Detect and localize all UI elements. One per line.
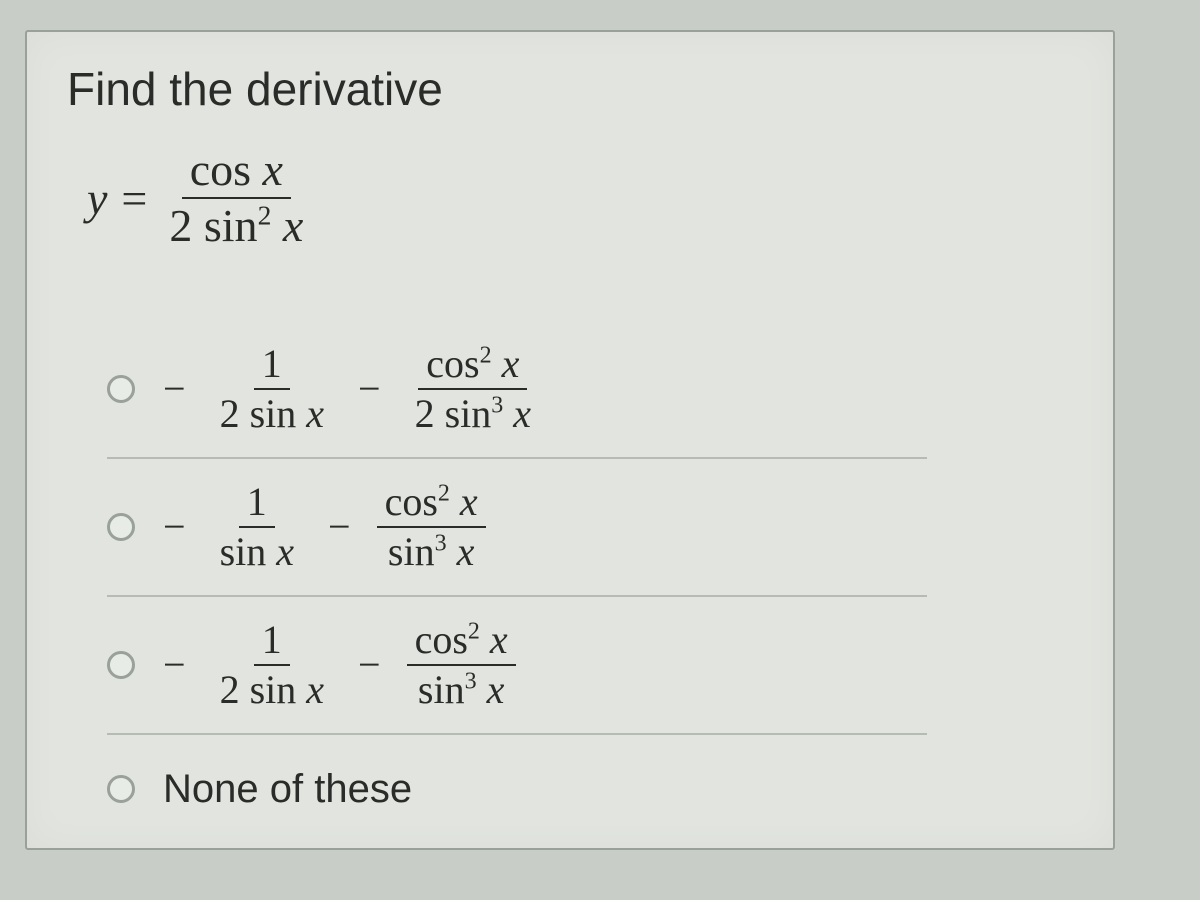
t2-den-fn: sin xyxy=(418,667,465,712)
t2-num-exp: 2 xyxy=(468,618,480,644)
t2-den-var: x xyxy=(513,391,531,436)
option-row[interactable]: − 1 2 sin x − cos2 x 2 xyxy=(107,321,927,459)
option-row[interactable]: None of these xyxy=(107,735,927,844)
eq-num-fn: cos xyxy=(190,144,251,195)
t1-num: 1 xyxy=(254,343,290,390)
radio-button[interactable] xyxy=(107,775,135,803)
option-math: − 1 2 sin x − cos2 x xyxy=(163,619,516,711)
t2-num-fn: cos xyxy=(426,341,479,386)
option-math: − 1 2 sin x − cos2 x 2 xyxy=(163,343,539,435)
radio-button[interactable] xyxy=(107,651,135,679)
t1-den-coeff: 2 xyxy=(220,667,240,712)
t1-den-fn: sin xyxy=(250,667,297,712)
eq-num-var: x xyxy=(263,144,283,195)
eq-den-var: x xyxy=(283,200,303,251)
equation-fraction: cos x 2 sin2 x xyxy=(161,146,311,251)
term2-frac: cos2 x sin3 x xyxy=(407,619,516,711)
term2-frac: cos2 x sin3 x xyxy=(377,481,486,573)
t2-den-fn: sin xyxy=(445,391,492,436)
t1-num: 1 xyxy=(239,481,275,528)
t1-den-fn: sin xyxy=(250,391,297,436)
t2-den-coeff: 2 xyxy=(415,391,435,436)
t1-den-var: x xyxy=(306,667,324,712)
eq-den-coeff: 2 xyxy=(169,200,192,251)
question-equation: y = cos x 2 sin2 x xyxy=(87,146,1073,251)
option-text: None of these xyxy=(163,757,412,822)
sign: − xyxy=(163,645,186,685)
term1-frac: 1 2 sin x xyxy=(212,619,332,711)
eq-den-fn: sin xyxy=(204,200,258,251)
question-prompt: Find the derivative xyxy=(67,62,1073,116)
t2-num-fn: cos xyxy=(385,479,438,524)
middle-sign: − xyxy=(358,645,381,685)
term1-frac: 1 sin x xyxy=(212,481,302,573)
t2-den-exp: 3 xyxy=(465,668,477,694)
t2-num-exp: 2 xyxy=(480,342,492,368)
middle-sign: − xyxy=(358,369,381,409)
t2-den-exp: 3 xyxy=(435,530,447,556)
t2-den-var: x xyxy=(457,529,475,574)
t2-num-fn: cos xyxy=(415,617,468,662)
t1-num: 1 xyxy=(254,619,290,666)
t2-num-var: x xyxy=(502,341,520,386)
eq-den-exp: 2 xyxy=(258,200,272,231)
option-row[interactable]: − 1 sin x − cos2 x xyxy=(107,459,927,597)
term2-frac: cos2 x 2 sin3 x xyxy=(407,343,539,435)
radio-button[interactable] xyxy=(107,513,135,541)
t2-den-exp: 3 xyxy=(491,392,503,418)
middle-sign: − xyxy=(328,507,351,547)
t1-den-var: x xyxy=(306,391,324,436)
term1-frac: 1 2 sin x xyxy=(212,343,332,435)
t2-num-var: x xyxy=(490,617,508,662)
t2-num-var: x xyxy=(460,479,478,524)
option-math: − 1 sin x − cos2 x xyxy=(163,481,486,573)
t1-den-var: x xyxy=(276,529,294,574)
question-card: Find the derivative y = cos x 2 sin2 x −… xyxy=(25,30,1115,850)
equation-lhs: y xyxy=(87,172,107,225)
sign: − xyxy=(163,507,186,547)
t2-den-fn: sin xyxy=(388,529,435,574)
equation-equals: = xyxy=(121,172,147,225)
radio-button[interactable] xyxy=(107,375,135,403)
sign: − xyxy=(163,369,186,409)
options-list: − 1 2 sin x − cos2 x 2 xyxy=(107,321,927,844)
t2-num-exp: 2 xyxy=(438,480,450,506)
option-row[interactable]: − 1 2 sin x − cos2 x xyxy=(107,597,927,735)
t1-den-coeff: 2 xyxy=(220,391,240,436)
t1-den-fn: sin xyxy=(220,529,267,574)
t2-den-var: x xyxy=(487,667,505,712)
